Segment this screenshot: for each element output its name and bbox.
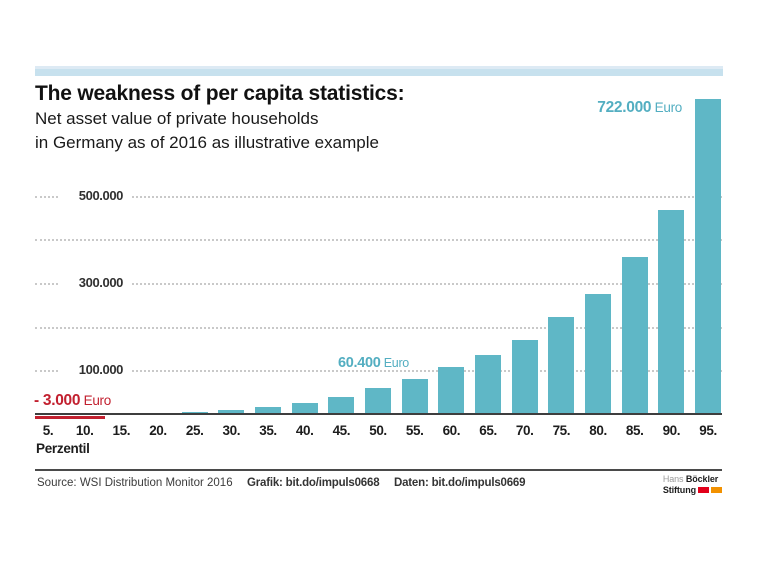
x-tick-label-85: 85. <box>625 423 644 438</box>
grafik-credit: Grafik: bit.do/impuls0668 <box>247 477 380 489</box>
logo-line1: Hans Böckler <box>663 474 722 485</box>
annotation-p5-value: - 3.000 Euro <box>34 392 111 410</box>
logo-red-square-icon <box>698 486 709 493</box>
logo-stiftung: Stiftung <box>662 484 696 495</box>
annotation-p95-value: 722.000 Euro <box>597 99 682 117</box>
annotation-p5-unit: Euro <box>83 393 112 408</box>
bar-p35 <box>255 407 282 414</box>
gridline-300000 <box>35 283 722 286</box>
y-tick-label-100000: 100.000 <box>58 362 130 379</box>
hans-boeckler-stiftung-logo: Hans Böckler Stiftung <box>663 474 722 495</box>
bar-p90 <box>658 209 685 414</box>
x-tick-label-90: 90. <box>662 423 681 438</box>
y-tick-label-300000: 300.000 <box>58 275 130 292</box>
footer-divider <box>35 469 722 471</box>
decorative-top-stripe <box>35 66 723 76</box>
bar-p95 <box>695 99 722 414</box>
x-tick-label-5: 5. <box>42 423 54 438</box>
x-tick-label-65: 65. <box>479 423 497 438</box>
gridline-500000 <box>35 195 722 198</box>
chart-title: The weakness of per capita statistics: <box>35 82 405 105</box>
bar-p30 <box>218 410 245 414</box>
annotation-p50-number: 60.400 <box>338 355 381 371</box>
annotation-p50-unit: Euro <box>383 356 410 370</box>
logo-hans: Hans <box>662 474 684 484</box>
daten-credit: Daten: bit.do/impuls0669 <box>394 477 526 489</box>
x-tick-label-20: 20. <box>149 423 167 438</box>
x-tick-label-45: 45. <box>332 423 351 438</box>
negative-bar-p5 <box>35 415 105 419</box>
x-tick-label-30: 30. <box>222 423 241 438</box>
gridline-400000 <box>35 239 722 242</box>
x-tick-label-55: 55. <box>405 423 424 438</box>
annotation-p95-unit: Euro <box>654 100 683 115</box>
x-tick-label-70: 70. <box>515 423 534 438</box>
x-axis-line <box>35 413 722 415</box>
bar-p60 <box>438 367 465 414</box>
gridline-100000 <box>35 370 722 373</box>
x-tick-label-35: 35. <box>259 423 277 438</box>
x-tick-label-80: 80. <box>589 423 607 438</box>
chart-subtitle-line1: Net asset value of private households <box>35 109 319 128</box>
x-tick-label-40: 40. <box>295 423 314 438</box>
bar-p75 <box>548 317 575 414</box>
bar-p45 <box>328 396 355 414</box>
chart-subtitle-line2: in Germany as of 2016 as illustrative ex… <box>35 133 379 152</box>
source-credit: Source: WSI Distribution Monitor 2016 <box>37 477 233 489</box>
x-tick-label-95: 95. <box>699 423 717 438</box>
x-tick-label-75: 75. <box>552 423 571 438</box>
bar-p55 <box>401 379 428 414</box>
y-tick-label-500000: 500.000 <box>58 187 130 204</box>
annotation-p95-number: 722.000 <box>597 99 652 116</box>
x-tick-label-10: 10. <box>75 423 94 438</box>
annotation-p5-number: - 3.000 <box>34 392 81 409</box>
x-tick-label-50: 50. <box>369 423 387 438</box>
logo-boeckler: Böckler <box>685 474 719 484</box>
x-tick-label-60: 60. <box>442 423 461 438</box>
bar-p65 <box>475 355 502 414</box>
gridline-200000 <box>35 326 722 329</box>
annotation-p50-value: 60.400 Euro <box>338 355 409 371</box>
bar-p25 <box>181 411 208 414</box>
bar-p40 <box>291 403 318 414</box>
x-tick-label-15: 15. <box>112 423 131 438</box>
bar-p50 <box>365 387 392 414</box>
logo-line2: Stiftung <box>663 485 722 496</box>
logo-orange-square-icon <box>711 486 722 493</box>
bar-p80 <box>585 294 612 414</box>
x-axis-title: Perzentil <box>36 441 90 456</box>
bar-p85 <box>621 256 648 414</box>
bar-p70 <box>511 339 538 414</box>
x-tick-label-25: 25. <box>185 423 204 438</box>
